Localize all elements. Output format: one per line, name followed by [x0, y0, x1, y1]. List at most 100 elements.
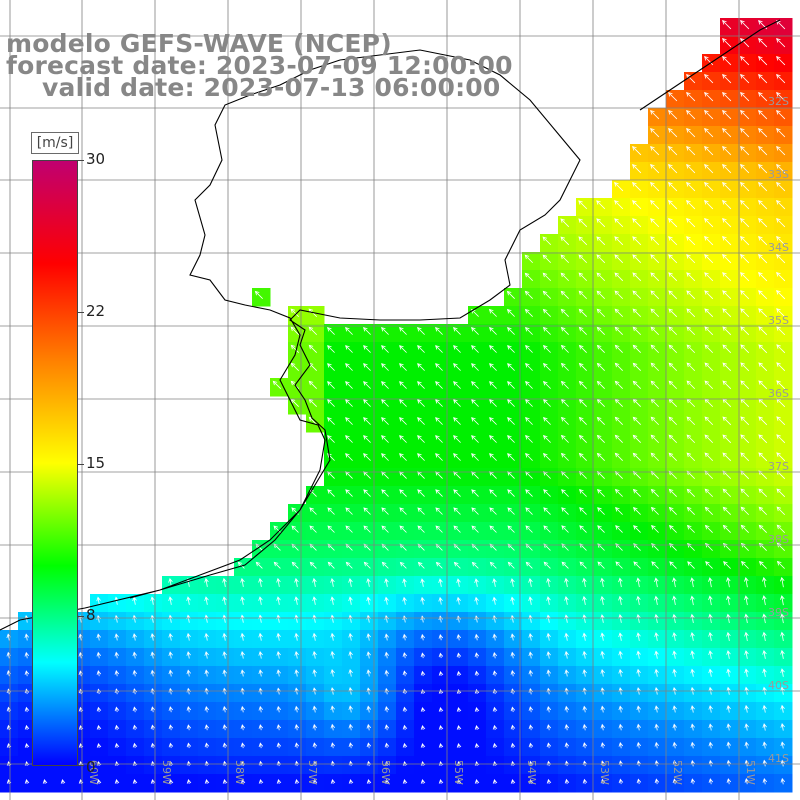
wind-arrow	[546, 742, 552, 749]
wind-arrow	[542, 326, 551, 335]
wind-arrow	[758, 128, 768, 138]
wind-arrow	[600, 742, 606, 749]
wind-arrow	[525, 507, 533, 515]
wind-arrow	[510, 779, 516, 785]
wind-arrow	[399, 399, 407, 407]
wind-arrow	[596, 308, 606, 318]
wind-arrow	[420, 596, 425, 605]
wind-arrow	[722, 272, 732, 282]
wind-arrow	[474, 652, 480, 659]
wind-arrow	[780, 777, 786, 785]
wind-arrow	[345, 453, 353, 461]
wind-arrow	[492, 706, 498, 713]
wind-arrow	[186, 669, 191, 677]
longitude-label: 56W	[379, 760, 392, 785]
wind-arrow	[632, 200, 642, 210]
wind-arrow	[456, 670, 462, 677]
wind-arrow	[578, 308, 587, 317]
wind-arrow	[240, 596, 245, 605]
wind-arrow	[384, 724, 390, 731]
wind-arrow	[471, 453, 479, 461]
wind-arrow	[345, 525, 353, 533]
wind-arrow	[96, 724, 102, 731]
wind-arrow	[294, 705, 300, 713]
wind-arrow	[596, 380, 605, 389]
wind-arrow	[366, 705, 371, 713]
wind-arrow	[492, 688, 498, 695]
wind-arrow	[384, 669, 390, 677]
wind-arrow	[456, 578, 461, 587]
wind-arrow	[582, 595, 587, 605]
wind-arrow	[776, 218, 786, 228]
wind-arrow	[492, 633, 497, 641]
wind-arrow	[762, 723, 767, 731]
wind-arrow	[744, 741, 749, 749]
wind-arrow	[686, 236, 696, 246]
wind-arrow	[330, 650, 335, 659]
wind-arrow	[722, 506, 731, 515]
wind-arrow	[258, 669, 263, 677]
wind-arrow	[687, 561, 695, 569]
wind-arrow	[489, 489, 497, 497]
wind-arrow	[237, 561, 245, 569]
wind-arrow	[597, 561, 605, 569]
wind-arrow	[381, 453, 389, 461]
wind-arrow	[708, 650, 713, 659]
wind-arrow	[114, 779, 120, 785]
wind-arrow	[690, 741, 696, 749]
wind-arrow	[542, 398, 551, 407]
wind-arrow	[186, 706, 192, 713]
wind-arrow	[255, 561, 263, 569]
wind-arrow	[636, 577, 641, 588]
wind-arrow	[363, 525, 371, 533]
wind-arrow	[366, 742, 372, 749]
wind-arrow	[561, 507, 569, 515]
wind-arrow	[776, 128, 786, 138]
wind-arrow	[453, 399, 461, 407]
wind-arrow	[168, 669, 173, 677]
wind-arrow	[726, 595, 731, 606]
wind-arrow	[654, 650, 659, 659]
wind-arrow	[704, 272, 714, 282]
wind-arrow	[596, 326, 605, 335]
wind-arrow	[726, 741, 731, 749]
wind-arrow	[186, 779, 192, 785]
wind-arrow	[636, 705, 641, 713]
wind-arrow	[740, 236, 750, 246]
wind-arrow	[776, 344, 786, 354]
wind-arrow	[96, 743, 102, 749]
wind-arrow	[438, 743, 444, 749]
wind-arrow	[614, 434, 623, 443]
wind-arrow	[762, 704, 767, 713]
wind-arrow	[704, 164, 714, 174]
wind-arrow	[654, 577, 659, 588]
wind-arrow	[672, 632, 677, 641]
wind-arrow	[704, 110, 714, 120]
wind-arrow	[740, 416, 750, 426]
model-title: modelo GEFS-WAVE (NCEP)	[6, 29, 392, 58]
wind-arrow	[416, 326, 425, 335]
wind-arrow	[578, 344, 587, 353]
wind-arrow	[399, 525, 407, 533]
wind-arrow	[510, 742, 516, 749]
wind-arrow	[740, 524, 749, 533]
wind-arrow	[636, 778, 642, 785]
longitude-label: 51W	[744, 760, 757, 785]
wind-arrow	[290, 344, 299, 353]
wind-arrow	[578, 254, 588, 264]
wind-arrow	[636, 723, 642, 731]
wind-arrow	[525, 435, 533, 443]
wind-arrow	[762, 595, 767, 606]
wind-arrow-field	[6, 20, 786, 785]
wind-arrow	[435, 399, 443, 407]
wind-arrow	[420, 652, 426, 659]
wind-arrow	[704, 182, 714, 192]
wind-arrow	[726, 759, 732, 767]
wind-arrow	[294, 596, 299, 605]
wind-arrow	[740, 74, 750, 84]
wind-arrow	[561, 489, 569, 497]
wind-arrow	[258, 632, 263, 641]
wind-arrow	[309, 561, 317, 569]
